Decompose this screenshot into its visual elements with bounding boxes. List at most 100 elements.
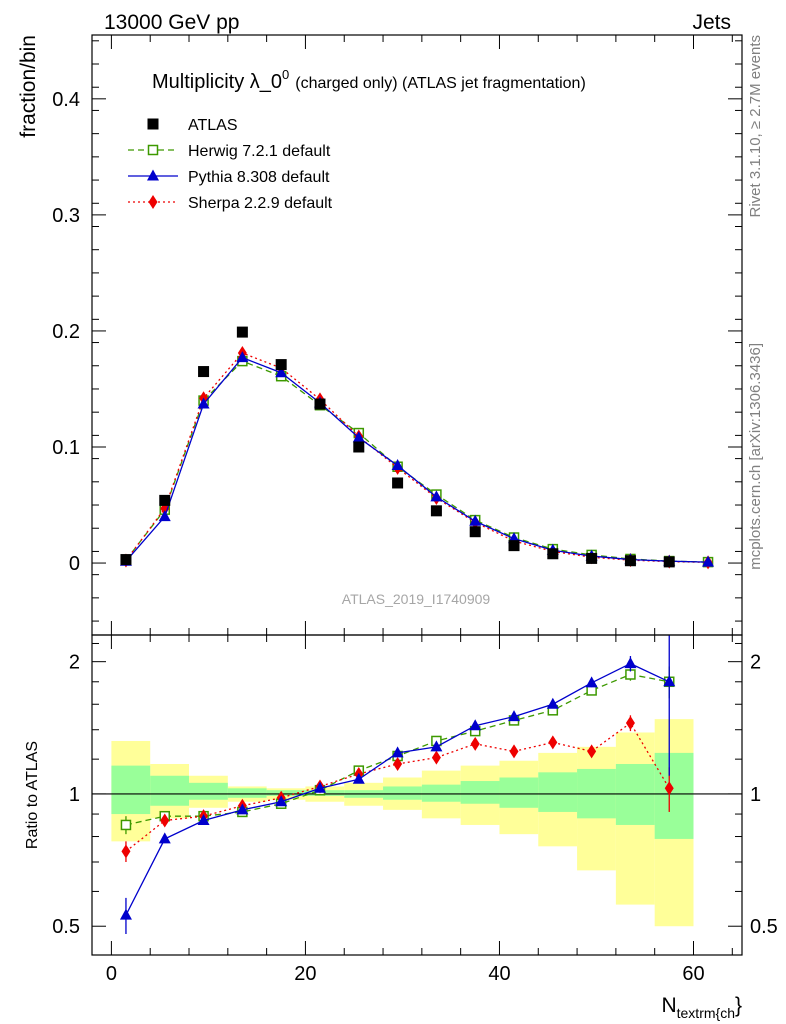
- main-data-point: [392, 477, 404, 489]
- ratio-series: [119, 635, 676, 935]
- main-data-point: [430, 505, 442, 517]
- ratio-data-point: [120, 819, 132, 831]
- ratio-data-point: [393, 756, 403, 771]
- ratio-frame: [91, 634, 743, 956]
- main-data-point: [236, 351, 249, 363]
- ratio-data-point: [469, 719, 482, 731]
- main-data-point: [624, 555, 636, 567]
- ratio-data-point: [664, 781, 674, 796]
- ratio-data-point: [548, 735, 558, 750]
- ratio-xtick-label: 0: [106, 963, 117, 985]
- ratio-xlabel: Ntextrm{ch}: [661, 994, 742, 1021]
- ratio-xlabel-tail: }: [735, 994, 742, 1017]
- main-series: [120, 326, 675, 568]
- main-ylabel: fraction/bin: [17, 35, 40, 138]
- ratio-data-point: [509, 744, 519, 759]
- ratio-ytick-label: 0.5: [52, 916, 80, 938]
- watermark: ATLAS_2019_I1740909: [342, 591, 491, 607]
- ratio-data-point: [313, 781, 326, 793]
- main-data-point: [469, 514, 482, 526]
- main-data-point: [391, 459, 404, 471]
- legend-label: ATLAS: [188, 117, 238, 134]
- legend-label: Pythia 8.308 default: [188, 169, 330, 186]
- main-series-line: [125, 360, 709, 563]
- ratio-ylabel: Ratio to ATLAS: [24, 741, 41, 849]
- main-data-layer: [119, 326, 715, 570]
- ratio-band-stat: [421, 784, 461, 802]
- plot-title-note: (charged only) (ATLAS jet fragmentation): [295, 75, 586, 92]
- ratio-panel: 0.5 0.51 12 20 20 40 60 Ratio to ATLAS Ntextrm…: [24, 634, 778, 1021]
- ratio-ytick-label-right: 1: [750, 784, 761, 806]
- ratio-data-point: [119, 908, 132, 920]
- ratio-data-point: [625, 716, 635, 731]
- legend-marker: [147, 144, 159, 156]
- ratio-data-point: [160, 813, 170, 828]
- main-data-point: [430, 490, 443, 502]
- ratio-band-stat: [538, 772, 578, 812]
- main-data-point: [508, 540, 520, 552]
- main-ytick-label: 0: [69, 553, 80, 575]
- ratio-xlabel-main: N: [661, 994, 676, 1017]
- main-data-point: [314, 398, 326, 410]
- legend-label: Sherpa 2.2.9 default: [188, 195, 333, 212]
- main-data-point: [547, 548, 559, 560]
- mcplots-label: mcplots.cern.ch [arXiv:1306.3436]: [747, 343, 764, 570]
- ratio-uncertainty-bands: [92, 719, 742, 927]
- ratio-ytick-label: 2: [69, 652, 80, 674]
- ratio-band-stat: [189, 782, 228, 800]
- main-data-point: [353, 441, 365, 453]
- main-data-point: [236, 326, 248, 338]
- ratio-data-point: [430, 740, 443, 752]
- main-ytick-label: 0.4: [52, 89, 80, 111]
- ratio-band-stat: [460, 781, 500, 804]
- plot-title: Multiplicity λ_00 (charged only) (ATLAS j…: [152, 67, 586, 93]
- main-data-point: [352, 431, 365, 443]
- ratio-xtick-label: 20: [294, 963, 316, 985]
- main-data-point: [275, 359, 287, 371]
- main-series-line: [125, 356, 709, 563]
- ratio-band-stat: [111, 765, 151, 815]
- legend-label: Herwig 7.2.1 default: [188, 143, 331, 160]
- header-left: 13000 GeV pp: [104, 11, 239, 34]
- ratio-band-stat: [499, 777, 539, 808]
- ratio-xtick-label: 60: [682, 963, 704, 985]
- main-ytick-label: 0.1: [52, 437, 80, 459]
- main-y-axis: 0 0.1 0.2 0.3 0.4: [52, 35, 742, 635]
- main-series: [120, 355, 714, 568]
- ratio-data-point: [431, 750, 441, 765]
- legend-marker: [148, 195, 158, 209]
- legend-marker: [147, 118, 159, 130]
- ratio-xlabel-sub: textrm{ch: [677, 1005, 735, 1021]
- ratio-data-point: [624, 657, 637, 669]
- ratio-ytick-label-right: 0.5: [750, 916, 778, 938]
- plot-title-sup: 0: [282, 67, 289, 82]
- ratio-data-point: [587, 744, 597, 759]
- ratio-data-point: [585, 676, 598, 688]
- ratio-band-stat: [383, 786, 422, 800]
- ratio-data-point: [121, 844, 131, 859]
- header-right: Jets: [692, 11, 731, 34]
- legend-marker: [147, 169, 159, 181]
- ratio-ytick-label: 1: [69, 784, 80, 806]
- ratio-series-line: [125, 722, 670, 852]
- main-data-point: [197, 397, 210, 409]
- ratio-band-stat: [654, 752, 694, 839]
- ratio-data-point: [470, 736, 480, 751]
- ratio-data-layer: [119, 635, 676, 935]
- ratio-data-point: [275, 795, 288, 807]
- ratio-data-point: [546, 697, 559, 709]
- main-data-point: [469, 526, 481, 538]
- ratio-xtick-label: 40: [488, 963, 510, 985]
- legend-entry: Sherpa 2.2.9 default: [128, 195, 333, 212]
- main-series-line: [125, 352, 709, 563]
- legend: ATLAS Herwig 7.2.1 default Pythia 8.308 de…: [128, 117, 333, 212]
- ratio-band-stat: [227, 788, 267, 798]
- main-data-point: [120, 554, 132, 566]
- main-data-point: [198, 366, 210, 378]
- main-series: [119, 351, 715, 567]
- main-data-point: [586, 552, 598, 564]
- plot-title-main: Multiplicity λ_0: [152, 71, 282, 93]
- ratio-data-point: [391, 746, 404, 758]
- main-data-point: [159, 494, 171, 506]
- main-data-point: [275, 366, 288, 378]
